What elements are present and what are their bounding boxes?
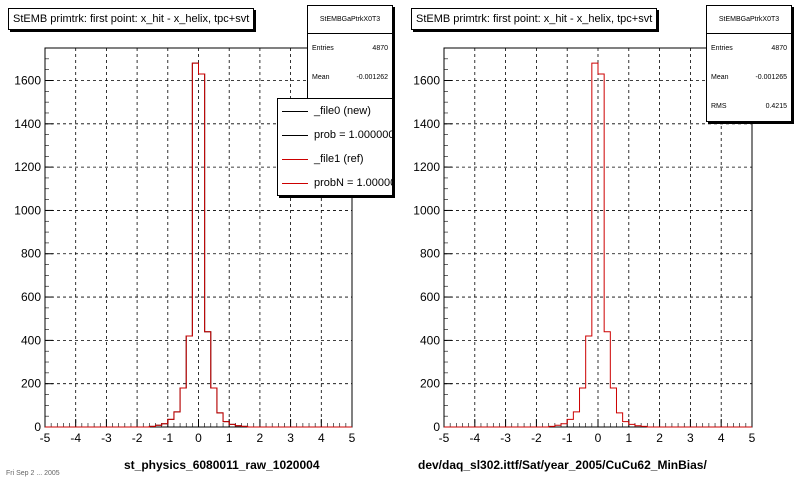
- stats-value: 0.4215: [765, 103, 787, 110]
- x-tick-label: -5: [439, 431, 450, 445]
- x-tick-label: -2: [531, 431, 542, 445]
- x-tick-label: -3: [101, 431, 112, 445]
- y-tick-label: 1600: [413, 73, 440, 87]
- x-tick-label: 0: [595, 431, 602, 445]
- stats-row: Entries 4870: [308, 34, 392, 63]
- legend-swatch: [282, 182, 308, 184]
- y-tick-label: 800: [21, 247, 41, 261]
- y-tick-label: 600: [420, 290, 440, 304]
- plot-title-left: StEMB primtrk: first point: x_hit - x_he…: [8, 8, 255, 30]
- stats-value: -0.001262: [356, 74, 388, 81]
- x-tick-label: 3: [687, 431, 694, 445]
- stats-row: RMS 0.4215: [707, 92, 791, 121]
- legend-item: probN = 1.000000: [278, 171, 392, 195]
- stats-label: Mean: [711, 74, 729, 81]
- x-tick-label: 2: [257, 431, 264, 445]
- x-tick-label: -2: [132, 431, 143, 445]
- x-axis-label-left: st_physics_6080011_raw_1020004: [124, 458, 320, 472]
- stats-row: Mean -0.001262: [308, 63, 392, 92]
- y-tick-label: 1400: [14, 117, 41, 131]
- x-tick-label: 4: [718, 431, 725, 445]
- x-tick-label: -5: [40, 431, 51, 445]
- x-tick-label: -4: [70, 431, 81, 445]
- x-tick-label: 0: [195, 431, 202, 445]
- x-tick-label: 2: [656, 431, 663, 445]
- x-tick-label: 3: [287, 431, 294, 445]
- y-tick-label: 1600: [14, 73, 41, 87]
- y-tick-label: 400: [21, 333, 41, 347]
- legend-label: _file1 (ref): [314, 153, 364, 165]
- y-tick-label: 200: [21, 377, 41, 391]
- x-tick-label: 1: [226, 431, 233, 445]
- legend-label: _file0 (new): [314, 105, 371, 117]
- y-tick-label: 0: [34, 420, 41, 434]
- x-axis-label-right: dev/daq_sl302.ittf/Sat/year_2005/CuCu62_…: [418, 458, 707, 472]
- legend-item: _file1 (ref): [278, 147, 392, 171]
- x-tick-label: -4: [469, 431, 480, 445]
- y-tick-label: 1400: [413, 117, 440, 131]
- legend-swatch: [282, 134, 308, 136]
- histogram-series: [45, 62, 352, 428]
- histogram-series: [444, 62, 752, 428]
- legend-label: prob = 1.000000: [314, 129, 393, 141]
- plot-title-text: StEMB primtrk: first point: x_hit - x_he…: [13, 13, 250, 25]
- stats-row: Entries 4870: [707, 34, 791, 63]
- stats-value: 4870: [372, 45, 388, 52]
- legend-item: _file0 (new): [278, 99, 392, 123]
- y-tick-label: 400: [420, 333, 440, 347]
- footer-text: Fri Sep 2 ... 2005: [6, 470, 60, 477]
- x-tick-label: 1: [625, 431, 632, 445]
- stats-box-right: StEMBGaPtrkX0T3 Entries 4870 Mean -0.001…: [706, 5, 792, 122]
- x-tick-label: -3: [500, 431, 511, 445]
- plot-title-right: StEMB primtrk: first point: x_hit - x_he…: [411, 8, 658, 30]
- stats-row: Mean -0.001265: [707, 63, 791, 92]
- stats-label: Mean: [312, 74, 330, 81]
- stats-name: StEMBGaPtrkX0T3: [707, 6, 791, 34]
- stats-value: 4870: [771, 45, 787, 52]
- x-tick-label: 5: [749, 431, 756, 445]
- x-tick-label: 5: [349, 431, 356, 445]
- stats-label: Entries: [711, 45, 733, 52]
- legend-box: _file0 (new) prob = 1.000000 _file1 (ref…: [277, 98, 393, 196]
- legend-swatch: [282, 158, 308, 160]
- y-tick-label: 0: [433, 420, 440, 434]
- stats-label: Entries: [312, 45, 334, 52]
- y-tick-label: 600: [21, 290, 41, 304]
- stats-label: RMS: [711, 103, 727, 110]
- y-tick-label: 1200: [413, 160, 440, 174]
- stats-value: -0.001265: [755, 74, 787, 81]
- y-tick-label: 200: [420, 377, 440, 391]
- y-tick-label: 1000: [14, 203, 41, 217]
- y-tick-label: 1000: [413, 203, 440, 217]
- y-tick-label: 800: [420, 247, 440, 261]
- x-tick-label: 4: [318, 431, 325, 445]
- legend-swatch: [282, 110, 308, 112]
- legend-item: prob = 1.000000: [278, 123, 392, 147]
- plot-title-text: StEMB primtrk: first point: x_hit - x_he…: [416, 13, 653, 25]
- x-tick-label: -1: [562, 431, 573, 445]
- stats-name: StEMBGaPtrkX0T3: [308, 6, 392, 34]
- x-tick-label: -1: [162, 431, 173, 445]
- y-tick-label: 1200: [14, 160, 41, 174]
- legend-label: probN = 1.000000: [314, 177, 392, 189]
